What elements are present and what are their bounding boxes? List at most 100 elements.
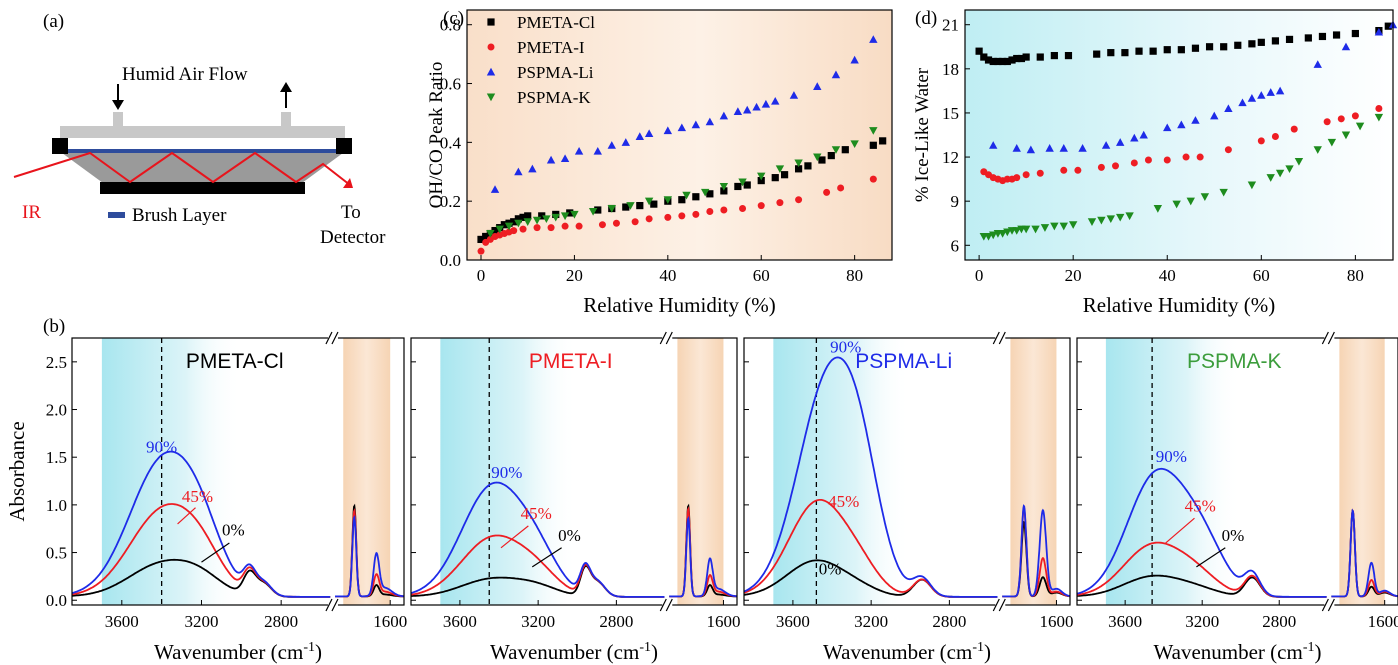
y-tick-label: 0.5 bbox=[46, 544, 67, 563]
pct-label-0pct: 0% bbox=[558, 526, 581, 545]
data-point-pmeta-cl bbox=[1257, 38, 1265, 46]
data-point-pmeta-cl bbox=[1271, 37, 1280, 45]
data-point-pmeta-cl bbox=[1149, 47, 1157, 55]
pct-label-90pct: 90% bbox=[146, 437, 177, 456]
data-point-pmeta-cl bbox=[1351, 29, 1359, 38]
data-point-pspma-li bbox=[1059, 144, 1068, 152]
plot-frame bbox=[466, 9, 893, 261]
detector-label-2: Detector bbox=[320, 227, 386, 248]
data-point-pmeta-cl bbox=[818, 156, 826, 164]
legend-label-pmeta-cl: PMETA-Cl bbox=[517, 13, 595, 32]
legend-marker-pspma-li bbox=[486, 67, 496, 76]
data-point-pmeta-cl bbox=[1177, 46, 1185, 54]
data-point-pspma-li bbox=[733, 107, 743, 115]
outlet-arrow-head bbox=[280, 82, 292, 92]
data-point-pspma-li bbox=[1238, 98, 1247, 107]
data-point-pmeta-cl bbox=[743, 181, 751, 189]
data-point-pspma-k bbox=[514, 219, 523, 228]
data-point-pspma-li bbox=[1341, 42, 1351, 51]
data-point-pspma-li bbox=[644, 129, 654, 138]
x-axis-label: Wavenumber (cm-1) bbox=[823, 640, 991, 664]
data-point-pmeta-cl bbox=[1304, 34, 1312, 42]
data-point-pspma-k bbox=[1172, 200, 1181, 209]
panel-label-b: (b) bbox=[43, 316, 65, 337]
data-point-pmeta-i bbox=[1351, 112, 1359, 120]
axis-break-gap-top bbox=[1324, 332, 1335, 344]
data-point-pspma-li bbox=[1026, 145, 1036, 154]
data-point-pspma-li bbox=[1130, 133, 1139, 142]
data-point-pmeta-cl bbox=[594, 206, 602, 214]
data-point-pspma-k bbox=[1266, 174, 1275, 182]
y-tick-label: 15 bbox=[942, 104, 959, 123]
data-point-pmeta-i bbox=[1097, 163, 1105, 171]
data-point-pspma-li bbox=[1257, 91, 1266, 99]
x-tick-label: 2800 bbox=[1262, 612, 1296, 631]
data-point-pspma-k bbox=[850, 140, 859, 149]
data-point-pmeta-i bbox=[1112, 162, 1120, 170]
data-point-pspma-k bbox=[1003, 228, 1012, 237]
axis-break-mark bbox=[665, 598, 673, 612]
legend-marker-pmeta-cl bbox=[487, 18, 495, 26]
data-point-pspma-li bbox=[761, 99, 771, 108]
x-tick-label: 1600 bbox=[1039, 612, 1073, 631]
data-point-pmeta-cl bbox=[771, 174, 779, 182]
data-point-pmeta-i bbox=[1060, 166, 1068, 174]
x-axis-label: Relative Humidity (%) bbox=[583, 293, 775, 317]
axis-break-gap-bottom bbox=[1324, 599, 1335, 611]
y-axis-label: Absorbance bbox=[5, 421, 29, 521]
data-point-pmeta-cl bbox=[841, 146, 849, 154]
data-point-pspma-k bbox=[794, 159, 803, 168]
spectrum-panel-pspma-k: 90% 45% 0% PSPMA-K 3600 3200 2800 1600 Wavenumbe… bbox=[1076, 331, 1398, 664]
data-point-pspma-k bbox=[570, 210, 579, 219]
y-tick-label: 0.2 bbox=[440, 192, 461, 211]
y-tick-label: 2.5 bbox=[46, 353, 67, 372]
pct-label-0pct: 0% bbox=[819, 559, 842, 578]
axis-break-mark bbox=[325, 331, 333, 345]
x-tick-label: 0 bbox=[477, 266, 486, 285]
data-point-pmeta-cl bbox=[538, 212, 546, 220]
data-point-pspma-k bbox=[1068, 221, 1078, 229]
data-point-pmeta-i bbox=[739, 205, 747, 213]
x-tick-label: 2800 bbox=[599, 612, 633, 631]
spectrum-line-carbonyl-90pct bbox=[335, 515, 404, 598]
x-tick-label: 60 bbox=[753, 266, 770, 285]
y-axis-label: % Ice-Like Water bbox=[912, 67, 933, 202]
data-point-pmeta-i bbox=[720, 206, 728, 214]
x-tick-label: 3600 bbox=[443, 612, 477, 631]
axis-break-gap-bottom bbox=[327, 599, 338, 611]
data-point-pspma-k bbox=[1087, 218, 1097, 226]
y-tick-label: 0.0 bbox=[440, 251, 461, 270]
inlet-arrow-head bbox=[112, 100, 124, 110]
schematic-panel-a: Humid Air Flow IR Brush Layer To Detecto… bbox=[13, 64, 386, 248]
data-point-pspma-k bbox=[869, 127, 878, 135]
brush-layer-legend-swatch bbox=[108, 212, 125, 218]
flow-cell-plate bbox=[60, 126, 345, 138]
panel-label-c: (c) bbox=[443, 8, 464, 29]
data-point-pspma-li bbox=[560, 154, 570, 163]
leader-line-0pct bbox=[201, 542, 230, 563]
x-tick-label: 1600 bbox=[373, 612, 407, 631]
data-point-pmeta-i bbox=[1257, 137, 1265, 145]
y-tick-label: 9 bbox=[951, 192, 960, 211]
ir-beam-path bbox=[13, 151, 351, 186]
data-point-pmeta-i bbox=[533, 224, 541, 232]
panel-label-d: (d) bbox=[915, 8, 937, 29]
spectrum-line-90pct bbox=[410, 481, 665, 598]
inlet-port bbox=[113, 112, 123, 126]
data-point-pmeta-i bbox=[837, 184, 845, 192]
pct-label-90pct: 90% bbox=[491, 463, 522, 482]
legend-marker-pmeta-i bbox=[487, 43, 495, 51]
data-point-pmeta-i bbox=[664, 213, 672, 221]
data-point-pspma-li bbox=[771, 96, 780, 105]
data-point-pspma-k bbox=[1012, 227, 1021, 235]
spectrum-panel-pmeta-cl: 90% 45% 0% PMETA-Cl 3600 3200 2800 1600 0.0 0.5 1.… bbox=[46, 331, 407, 664]
data-point-pspma-k bbox=[560, 212, 570, 221]
data-point-pmeta-cl bbox=[514, 215, 522, 223]
axis-break-gap-bottom bbox=[995, 599, 1006, 611]
x-axis-label: Wavenumber (cm-1) bbox=[490, 640, 658, 664]
data-point-pspma-k bbox=[532, 216, 542, 225]
data-point-pmeta-cl bbox=[757, 176, 765, 185]
data-point-pmeta-i bbox=[1013, 174, 1021, 182]
data-point-pspma-li bbox=[989, 141, 998, 149]
data-point-pmeta-cl bbox=[980, 53, 988, 61]
